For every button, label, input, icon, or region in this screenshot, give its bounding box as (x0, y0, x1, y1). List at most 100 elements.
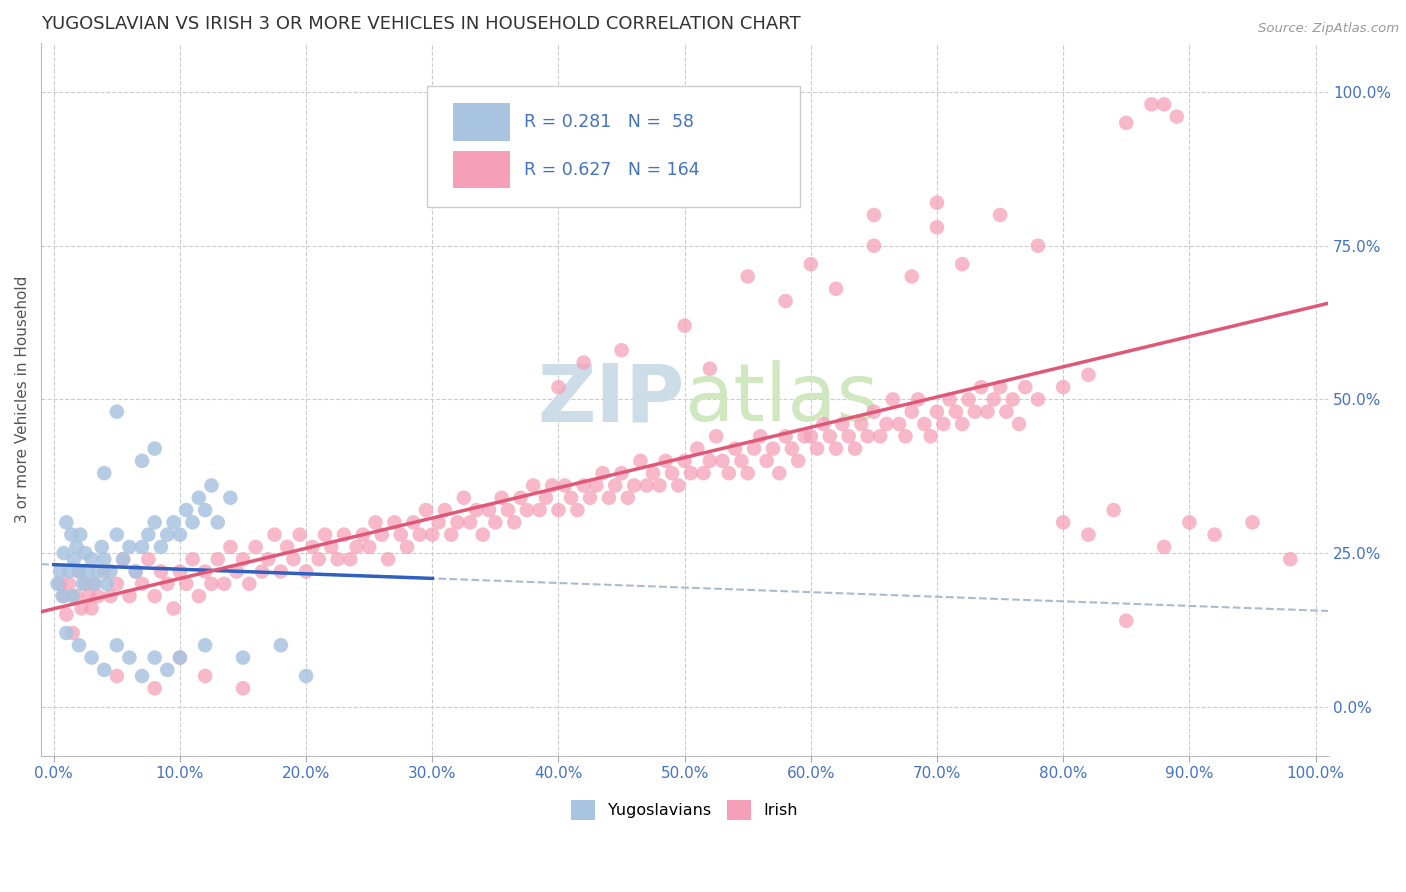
Point (1014, 380, 1036, 394)
Point (131, 454, 153, 468)
Point (478, 503, 501, 517)
Point (863, 208, 886, 222)
Point (453, 491, 475, 505)
Point (831, 417, 853, 431)
Point (402, 516, 425, 530)
Point (711, 454, 734, 468)
Point (623, 478, 645, 492)
Point (900, 405, 922, 419)
Point (1052, 380, 1074, 394)
Point (346, 540, 368, 554)
Point (1166, 110, 1188, 124)
Point (491, 491, 513, 505)
Point (87, 589, 110, 603)
Point (359, 540, 381, 554)
Point (138, 527, 160, 541)
Point (72, 576, 94, 591)
Point (100, 589, 122, 603)
Point (156, 527, 179, 541)
Point (912, 417, 935, 431)
Point (699, 454, 721, 468)
Point (541, 478, 564, 492)
Point (149, 540, 172, 554)
Point (46, 576, 69, 591)
Point (988, 380, 1011, 394)
Point (970, 380, 993, 394)
Point (295, 669, 318, 683)
Point (219, 491, 242, 505)
Point (58, 576, 80, 591)
Point (900, 269, 922, 284)
Point (80, 601, 103, 615)
Point (169, 565, 191, 579)
Point (131, 576, 153, 591)
Point (567, 503, 589, 517)
Text: ZIP: ZIP (537, 360, 685, 438)
Point (1153, 540, 1175, 554)
Point (326, 552, 349, 566)
Point (415, 503, 437, 517)
Point (118, 589, 141, 603)
Point (755, 454, 778, 468)
Point (420, 527, 443, 541)
Point (617, 491, 640, 505)
Point (641, 466, 664, 480)
Point (408, 527, 430, 541)
Point (49, 576, 72, 591)
Point (187, 589, 209, 603)
Y-axis label: 3 or more Vehicles in Household: 3 or more Vehicles in Household (15, 276, 30, 523)
Point (63, 552, 86, 566)
Point (775, 294, 797, 309)
Point (58, 565, 80, 579)
Point (932, 417, 955, 431)
Point (169, 527, 191, 541)
Point (1001, 392, 1024, 407)
Point (245, 540, 267, 554)
Text: R = 0.281   N =  58: R = 0.281 N = 58 (524, 113, 693, 131)
Point (610, 466, 633, 480)
Point (156, 576, 179, 591)
Point (471, 527, 494, 541)
Point (55, 626, 77, 640)
Point (270, 638, 292, 652)
Point (76, 565, 98, 579)
Point (762, 442, 785, 456)
Point (143, 442, 166, 456)
Point (976, 405, 998, 419)
Point (49, 565, 72, 579)
Point (67, 638, 90, 652)
Point (925, 405, 948, 419)
Point (118, 540, 141, 554)
Point (181, 516, 204, 530)
Point (65, 589, 87, 603)
Point (427, 516, 450, 530)
Point (661, 466, 683, 480)
Text: atlas: atlas (685, 360, 879, 438)
Point (174, 576, 197, 591)
Point (876, 417, 898, 431)
Point (730, 454, 752, 468)
Point (554, 478, 576, 492)
Point (1204, 527, 1226, 541)
Point (55, 516, 77, 530)
Point (232, 650, 254, 665)
Point (818, 429, 841, 443)
Point (610, 343, 633, 358)
Point (212, 576, 235, 591)
Point (737, 466, 759, 480)
Point (60, 527, 83, 541)
Point (169, 650, 191, 665)
Point (143, 516, 166, 530)
Point (882, 392, 904, 407)
Point (1077, 527, 1099, 541)
Point (780, 442, 803, 456)
Point (699, 361, 721, 376)
Point (384, 516, 406, 530)
Point (333, 527, 356, 541)
Point (547, 503, 569, 517)
Point (1241, 516, 1264, 530)
Point (950, 417, 973, 431)
Point (125, 565, 148, 579)
Point (125, 565, 148, 579)
Point (321, 540, 343, 554)
